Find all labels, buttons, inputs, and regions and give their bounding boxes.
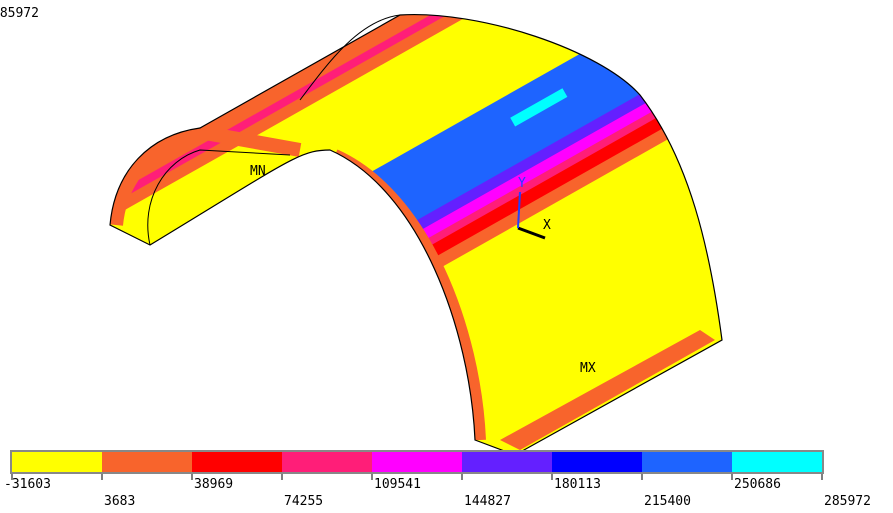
- legend-swatch: [192, 452, 282, 472]
- legend-level: 74255: [284, 494, 323, 509]
- legend-swatch: [462, 452, 552, 472]
- legend-level: 215400: [644, 494, 691, 509]
- legend-level: 38969: [194, 477, 233, 492]
- shell-surface: [110, 15, 722, 455]
- legend-swatch: [282, 452, 372, 472]
- axis-x-label: X: [543, 218, 551, 233]
- legend-level: 109541: [374, 477, 421, 492]
- legend-level: 144827: [464, 494, 511, 509]
- legend-swatch: [102, 452, 192, 472]
- legend-level: 250686: [734, 477, 781, 492]
- top-value: 285972: [0, 6, 39, 21]
- legend-swatch: [552, 452, 642, 472]
- max-label: MX: [580, 361, 596, 376]
- legend-level: -31603: [4, 477, 51, 492]
- min-label: MN: [250, 164, 266, 179]
- legend: -31603 3683 38969 74255 109541 144827 180113 21…: [4, 450, 871, 509]
- axis-y-label: Y: [518, 176, 526, 191]
- legend-level: 285972: [824, 494, 871, 509]
- legend-level: 3683: [104, 494, 135, 509]
- legend-swatch: [732, 452, 822, 472]
- legend-swatch: [12, 452, 102, 472]
- result-view: 285972 MN MX X Y -31603 3683 38969 74255 109…: [0, 0, 893, 513]
- model: MN MX X Y: [60, 0, 780, 476]
- legend-swatch: [642, 452, 732, 472]
- legend-swatch: [372, 452, 462, 472]
- legend-level: 180113: [554, 477, 601, 492]
